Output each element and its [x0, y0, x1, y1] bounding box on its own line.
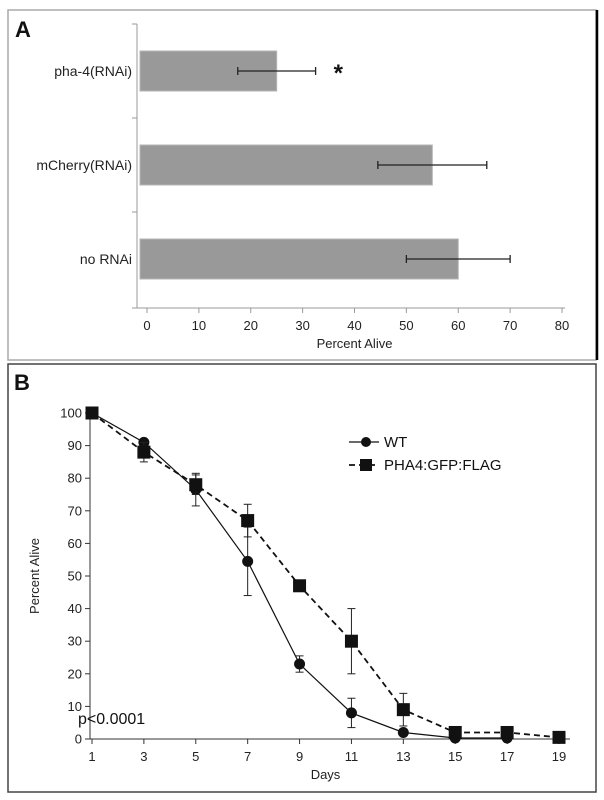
- x-tick-label: 20: [244, 318, 258, 333]
- legend-marker-square: [360, 459, 372, 471]
- y-tick-label: 10: [68, 699, 82, 714]
- x-tick-label: 30: [295, 318, 309, 333]
- y-tick-label: 70: [68, 503, 82, 518]
- legend: WT PHA4:GFP:FLAG: [349, 434, 502, 474]
- p-value-annotation: p<0.0001: [78, 711, 145, 728]
- panel-a-label: A: [15, 17, 31, 42]
- data-point-square: [241, 514, 255, 528]
- data-point-circle: [345, 707, 357, 719]
- y-tick-label: 60: [68, 536, 82, 551]
- x-tick-label: 70: [503, 318, 517, 333]
- data-point-square: [85, 406, 99, 420]
- panel-b-label: B: [14, 370, 30, 395]
- significance-star: *: [334, 60, 344, 87]
- x-tick-label: 15: [448, 749, 462, 764]
- x-tick-label: 7: [244, 749, 251, 764]
- bar: [139, 238, 459, 280]
- x-tick-label: 1: [88, 749, 95, 764]
- data-point-circle: [242, 555, 254, 567]
- data-point-square: [448, 725, 462, 739]
- panel-b-frame: [7, 363, 597, 793]
- x-tick-label: 19: [552, 749, 566, 764]
- y-axis-title: Percent Alive: [27, 538, 42, 614]
- data-point-square: [189, 478, 203, 492]
- data-point-square: [293, 579, 307, 593]
- panel-a-chart: 0 10 20 30 40 50 60 70 80 Percent Alive pha-4(RNAi…: [36, 23, 569, 351]
- x-axis-title: Percent Alive: [317, 336, 393, 351]
- category-label: no RNAi: [80, 251, 132, 267]
- y-tick-label: 80: [68, 471, 82, 486]
- y-tick-label: 90: [68, 438, 82, 453]
- x-tick-label: 50: [399, 318, 413, 333]
- y-tick-label: 20: [68, 666, 82, 681]
- category-label: mCherry(RNAi): [36, 157, 132, 173]
- y-tick-label: 100: [60, 406, 82, 421]
- x-tick-label: 3: [140, 749, 147, 764]
- data-point-square: [137, 445, 151, 459]
- data-point-circle: [397, 726, 409, 738]
- x-tick-label: 11: [345, 749, 359, 764]
- x-tick-label: 13: [396, 749, 410, 764]
- legend-marker-circle: [361, 437, 371, 447]
- data-point-square: [500, 725, 514, 739]
- x-tick-label: 60: [451, 318, 465, 333]
- x-axis-title: Days: [311, 767, 341, 782]
- legend-label-pha4: PHA4:GFP:FLAG: [384, 457, 502, 474]
- x-tick-label: 40: [347, 318, 361, 333]
- x-tick-label: 10: [192, 318, 206, 333]
- y-tick-label: 0: [75, 732, 82, 747]
- x-tick-label: 80: [555, 318, 569, 333]
- data-point-circle: [294, 658, 306, 670]
- x-tick-label: 17: [500, 749, 514, 764]
- legend-label-wt: WT: [384, 434, 407, 451]
- x-tick-label: 9: [296, 749, 303, 764]
- y-tick-label: 30: [68, 634, 82, 649]
- series-line-pha4: [91, 412, 560, 739]
- category-label: pha-4(RNAi): [54, 63, 132, 79]
- data-point-square: [552, 730, 566, 744]
- y-tick-label: 40: [68, 601, 82, 616]
- data-point-square: [344, 634, 358, 648]
- y-tick-label: 50: [68, 569, 82, 584]
- x-tick-label: 5: [192, 749, 199, 764]
- x-tick-label: 0: [143, 318, 150, 333]
- data-point-square: [396, 703, 410, 717]
